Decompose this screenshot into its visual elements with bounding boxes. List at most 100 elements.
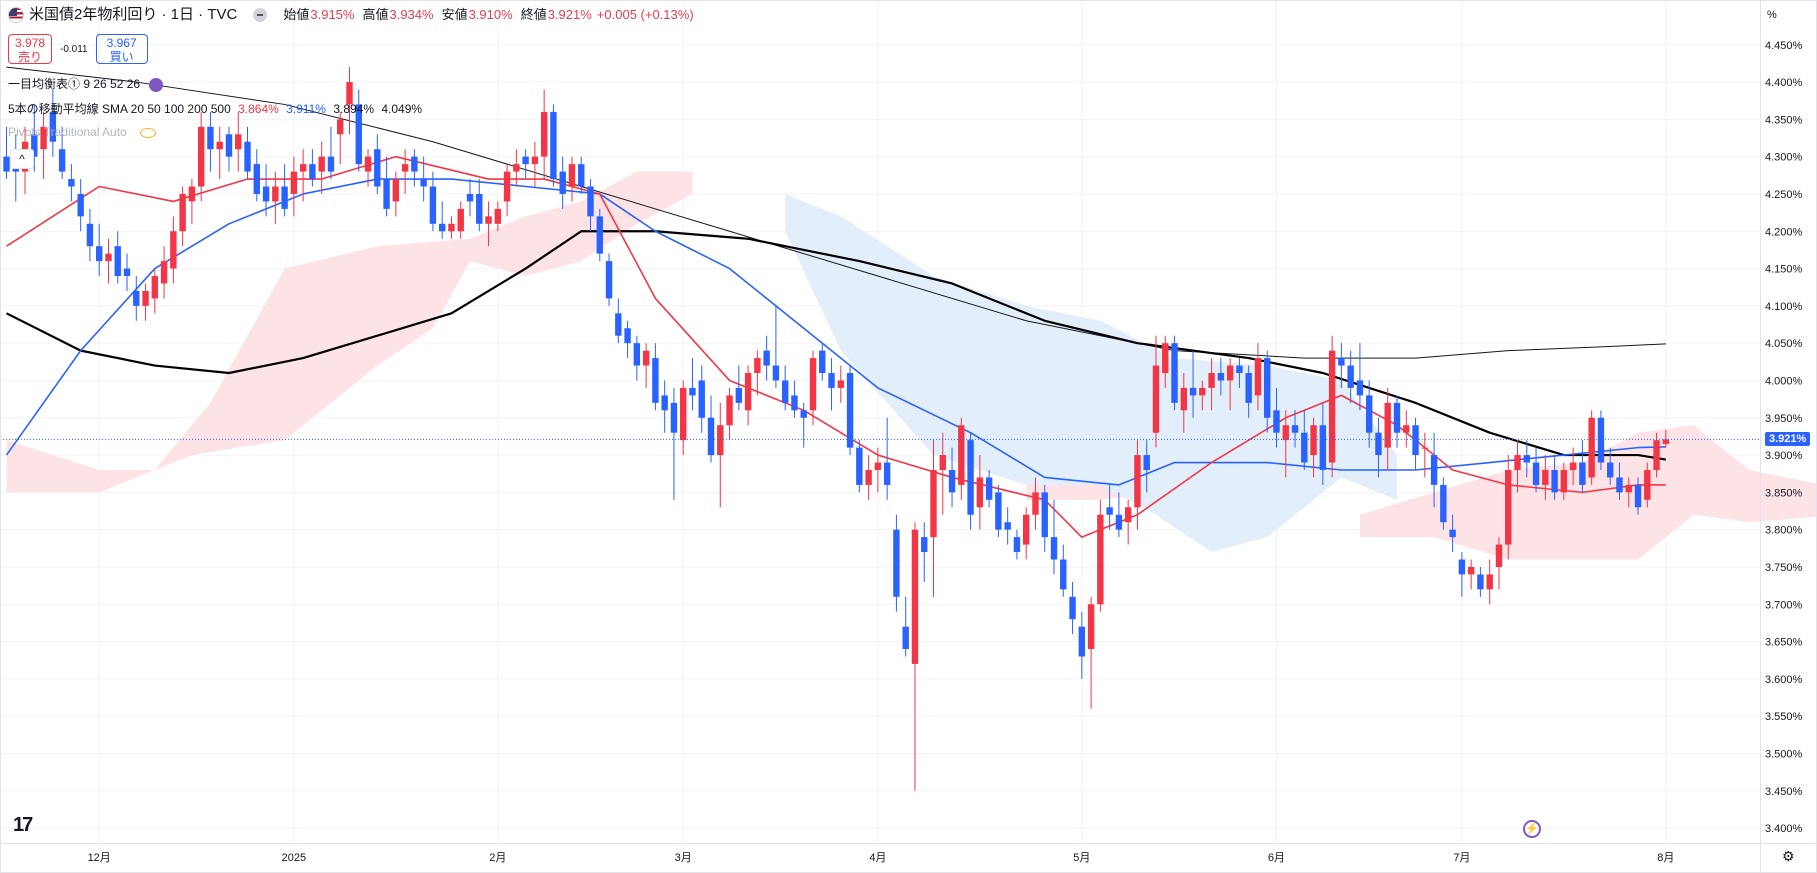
candle-body xyxy=(1505,469,1512,545)
candle-body xyxy=(1115,514,1123,530)
candle-body xyxy=(457,208,464,232)
flag-icon xyxy=(8,7,24,23)
gear-icon[interactable]: ⚙ xyxy=(1782,848,1795,864)
candle-body xyxy=(670,402,678,433)
y-tick-label: 4.250% xyxy=(1765,189,1803,201)
candle-body xyxy=(1078,626,1086,657)
candle-body xyxy=(791,395,798,411)
candle-body xyxy=(58,149,66,172)
candle-body xyxy=(448,223,455,232)
x-tick-label: 12月 xyxy=(88,852,111,864)
candle-body xyxy=(1644,469,1651,500)
tradingview-logo[interactable]: 17 xyxy=(13,814,33,836)
candle-body xyxy=(939,455,946,470)
sell-button[interactable]: 3.978 売り xyxy=(8,34,52,64)
candle-body xyxy=(31,134,38,157)
candle-body xyxy=(1143,455,1150,470)
candle-body xyxy=(1560,469,1568,493)
candle-body xyxy=(828,373,835,388)
bolt-icon[interactable]: ⚡ xyxy=(1523,820,1541,838)
candle-body xyxy=(809,358,817,411)
candle-body xyxy=(930,469,937,538)
sync-icon[interactable] xyxy=(149,77,164,92)
candle-body xyxy=(698,380,705,418)
candle-body xyxy=(309,164,316,180)
candle-body xyxy=(86,223,94,247)
ichimoku-cloud-bull xyxy=(1359,425,1817,560)
y-tick-label: 3.950% xyxy=(1765,413,1803,425)
candle-body xyxy=(123,268,131,277)
candle-body xyxy=(1356,380,1364,396)
candle-body xyxy=(1180,387,1187,411)
candle-body xyxy=(772,365,780,381)
current-price-label: 3.921% xyxy=(1765,432,1811,446)
pivot-label: Pivots Traditional Auto xyxy=(8,125,127,139)
sma-100-line xyxy=(6,230,1667,461)
candle-body xyxy=(1208,373,1215,388)
indicator-sma[interactable]: 5本の移動平均線 SMA 20 50 100 200 500 3.864% 3.… xyxy=(8,100,422,117)
eye-hidden-icon[interactable] xyxy=(140,127,157,138)
candle-body xyxy=(1189,387,1197,396)
sma-value-2: 3.911% xyxy=(286,102,326,116)
collapse-icon[interactable]: ^ xyxy=(10,149,34,169)
candle-body xyxy=(1291,425,1299,433)
candle-body xyxy=(346,82,353,105)
candle-body xyxy=(1588,417,1595,478)
candle-body xyxy=(976,477,984,508)
axis-unit[interactable]: % xyxy=(1767,9,1777,21)
y-tick-label: 4.300% xyxy=(1765,152,1803,164)
candle-body xyxy=(689,387,696,396)
ichimoku-cloud-bull xyxy=(6,171,693,493)
indicator-ichimoku[interactable]: 一目均衡表① 9 26 52 26 xyxy=(8,75,164,92)
candle-body xyxy=(1217,373,1225,381)
candle-body xyxy=(800,410,807,418)
candle-body xyxy=(1365,395,1373,433)
chart-legend: 米国債2年物利回り · 1日 · TVC 始値 3.915% 高値 3.934% 安… xyxy=(8,6,698,24)
y-tick-label: 3.750% xyxy=(1765,562,1803,574)
candle-body xyxy=(96,246,103,262)
candle-body xyxy=(1532,462,1540,485)
candle-body xyxy=(1634,484,1642,508)
candle-body xyxy=(559,171,566,194)
sma-value-1: 3.864% xyxy=(238,102,279,116)
x-tick-label: 3月 xyxy=(675,852,692,864)
x-tick-label: 5月 xyxy=(1073,852,1090,864)
y-tick-label: 3.850% xyxy=(1765,487,1803,499)
y-tick-label: 3.500% xyxy=(1765,748,1803,760)
candle-body xyxy=(1124,507,1132,523)
candle-body xyxy=(1579,462,1586,485)
high-label: 高値 xyxy=(362,7,389,22)
candle-body xyxy=(680,387,687,441)
candle-body xyxy=(133,290,140,306)
x-tick-label: 8月 xyxy=(1657,852,1674,864)
sma-label: 5本の移動平均線 SMA 20 50 100 200 500 xyxy=(8,102,231,116)
sell-label: 売り xyxy=(17,50,42,64)
buy-button[interactable]: 3.967 買い xyxy=(95,34,148,64)
candle-body xyxy=(392,179,400,202)
y-tick-label: 4.450% xyxy=(1765,40,1803,52)
candle-body xyxy=(948,469,956,493)
minus-icon[interactable] xyxy=(253,8,268,22)
close-value: 3.921% xyxy=(547,7,592,22)
candle-body xyxy=(327,156,335,172)
candle-body xyxy=(1087,604,1095,650)
candle-body xyxy=(281,186,288,209)
indicator-pivots[interactable]: Pivots Traditional Auto xyxy=(8,125,157,139)
candle-body xyxy=(235,134,242,150)
symbol-title[interactable]: 米国債2年物利回り · 1日 · TVC xyxy=(29,6,238,23)
candle-body xyxy=(921,537,928,553)
candle-body xyxy=(411,156,418,172)
candle-body xyxy=(1458,559,1466,575)
candle-body xyxy=(318,156,325,172)
candle-body xyxy=(1477,574,1484,590)
high-value: 3.934% xyxy=(389,7,434,22)
candle-body xyxy=(1403,425,1410,433)
candle-body xyxy=(466,193,474,202)
candle-body xyxy=(494,208,502,224)
candle-body xyxy=(142,290,149,306)
candle-body xyxy=(1236,365,1243,374)
candle-body xyxy=(364,156,372,172)
y-tick-label: 3.550% xyxy=(1765,711,1803,723)
